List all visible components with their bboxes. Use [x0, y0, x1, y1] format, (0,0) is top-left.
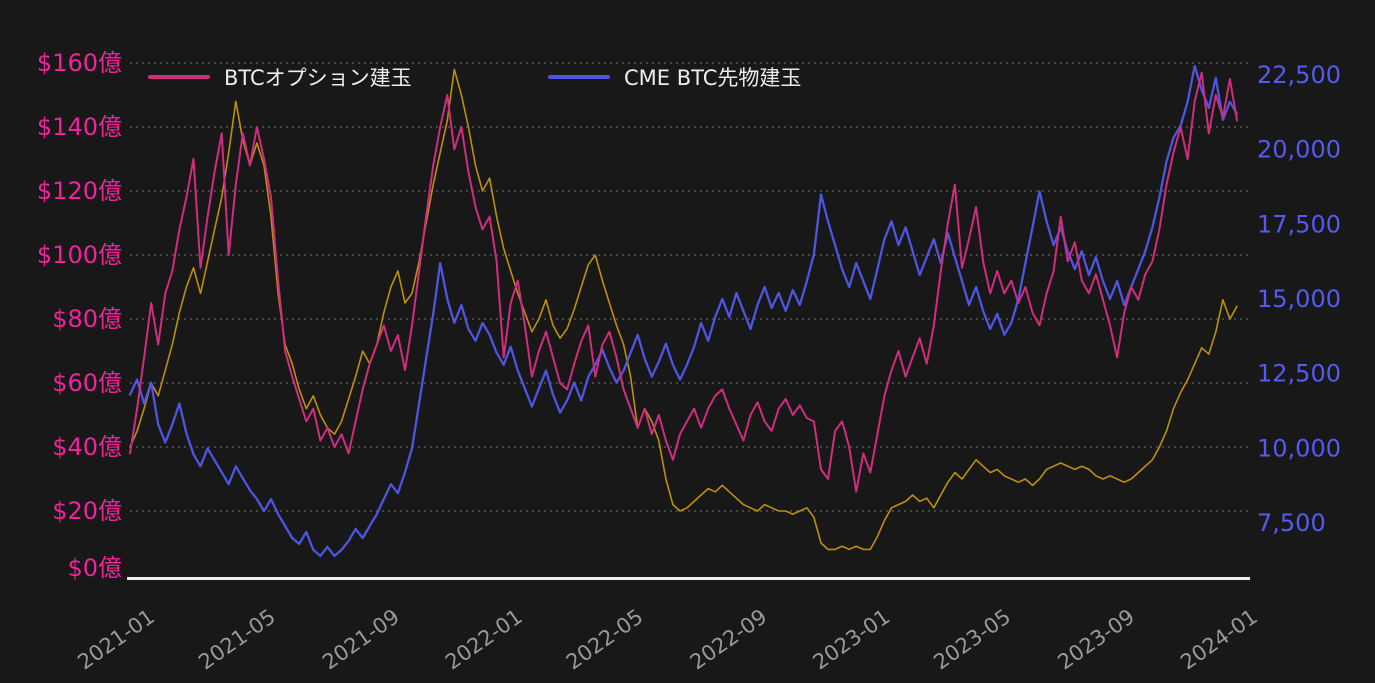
x-axis-label: 2023-09 [1053, 604, 1139, 674]
x-axis-label: 2021-01 [73, 604, 159, 674]
right-axis-label: 20,000 [1257, 136, 1341, 164]
x-axis-label: 2023-01 [809, 604, 895, 674]
legend-label-btc-options: BTCオプション建玉 [224, 66, 412, 90]
left-axis-label: $80億 [52, 305, 122, 333]
right-axis-label: 17,500 [1257, 210, 1341, 238]
right-axis-label: 10,000 [1257, 434, 1341, 462]
series-line-BTCオプション建玉 [129, 71, 1238, 493]
series-line-unlabeled-gold-series [129, 68, 1238, 551]
x-axis-label: 2024-01 [1176, 604, 1262, 674]
left-axis-label: $40億 [52, 433, 122, 461]
left-axis-label: $140億 [37, 113, 122, 141]
x-axis-label: 2022-05 [562, 604, 648, 674]
legend-item-cme-futures[interactable]: CME BTC先物建玉 [548, 62, 801, 92]
x-axis-label: 2021-05 [194, 604, 280, 674]
left-axis-label: $120億 [37, 177, 122, 205]
right-axis-label: 15,000 [1257, 285, 1341, 313]
legend-swatch-btc-options [148, 75, 210, 79]
x-axis-label: 2021-09 [318, 604, 404, 674]
x-axis-label: 2023-05 [929, 604, 1015, 674]
left-axis-label: $20億 [52, 497, 122, 525]
gridlines [130, 62, 1249, 512]
left-axis-label: $60億 [52, 369, 122, 397]
legend-swatch-cme-futures [548, 75, 610, 79]
legend-item-btc-options[interactable]: BTCオプション建玉 [148, 62, 412, 92]
x-axis-label: 2022-09 [686, 604, 772, 674]
left-axis-label: $100億 [37, 241, 122, 269]
right-axis-label: 7,500 [1257, 509, 1326, 537]
series-line-CME BTC先物建玉 [128, 64, 1239, 558]
left-axis-label: $0億 [67, 554, 122, 582]
x-axis-label: 2022-01 [441, 604, 527, 674]
legend-label-cme-futures: CME BTC先物建玉 [624, 66, 802, 90]
left-axis-label: $160億 [37, 49, 122, 77]
right-axis-label: 12,500 [1257, 360, 1341, 388]
right-axis-label: 22,500 [1257, 61, 1341, 89]
series-lines [128, 64, 1239, 558]
